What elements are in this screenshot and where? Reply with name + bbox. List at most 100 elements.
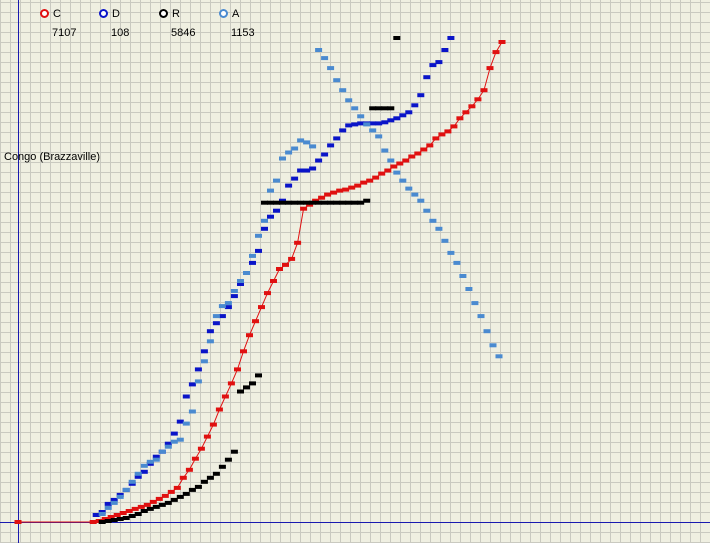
data-point: [339, 200, 347, 205]
data-point: [267, 214, 274, 219]
data-point: [134, 474, 142, 479]
data-point: [249, 381, 256, 386]
data-point: [381, 148, 389, 153]
data-point: [285, 200, 293, 205]
data-point: [243, 271, 250, 275]
data-point: [182, 421, 190, 426]
data-point: [393, 170, 401, 175]
data-point: [459, 274, 467, 278]
data-point: [116, 494, 124, 499]
data-point: [474, 97, 482, 102]
data-point: [465, 287, 473, 291]
data-point: [182, 491, 190, 496]
data-point: [224, 301, 232, 306]
legend-item-r[interactable]: R 5846: [159, 8, 195, 39]
data-point: [447, 36, 455, 40]
data-point: [92, 513, 100, 517]
data-point: [200, 359, 208, 364]
data-point: [206, 339, 214, 344]
data-point: [158, 449, 166, 454]
data-point: [399, 113, 407, 118]
data-point: [200, 349, 208, 354]
legend-label: R: [172, 8, 180, 20]
data-point: [137, 504, 145, 509]
data-point: [297, 138, 305, 143]
legend-count: 5846: [171, 27, 196, 39]
data-point: [194, 367, 202, 372]
data-point: [480, 88, 488, 93]
data-point: [279, 156, 286, 161]
data-point: [261, 200, 268, 205]
series-a: [98, 48, 503, 516]
data-point: [249, 253, 256, 258]
data-point: [249, 260, 256, 265]
data-point: [333, 136, 341, 141]
legend-label: D: [112, 8, 120, 20]
data-point: [218, 304, 226, 309]
data-point: [224, 305, 232, 310]
data-point: [447, 250, 455, 255]
data-point: [221, 394, 229, 399]
data-point: [435, 60, 443, 65]
data-point: [255, 373, 262, 378]
data-point: [267, 188, 274, 193]
data-point: [435, 226, 443, 231]
data-point: [294, 240, 302, 245]
data-point: [339, 128, 347, 133]
data-point: [330, 190, 338, 195]
data-point: [116, 517, 124, 521]
data-point: [194, 379, 202, 384]
data-point: [411, 192, 419, 197]
data-point: [167, 489, 175, 494]
data-point: [188, 409, 196, 414]
data-point: [110, 500, 118, 505]
data-point: [363, 198, 371, 203]
data-point: [188, 487, 196, 492]
data-point: [128, 514, 136, 518]
data-point: [161, 493, 169, 498]
data-point: [423, 75, 431, 80]
data-point: [321, 152, 329, 157]
data-point: [206, 329, 214, 334]
data-point: [134, 471, 142, 476]
data-point: [315, 200, 323, 205]
data-point: [309, 166, 317, 171]
data-point: [468, 104, 476, 109]
data-point: [441, 238, 449, 243]
data-point: [237, 389, 244, 394]
data-point: [429, 63, 437, 68]
legend-item-c[interactable]: C 7107: [40, 8, 76, 39]
data-point: [146, 459, 154, 464]
data-point: [318, 195, 326, 200]
series-layer: [14, 36, 506, 524]
data-point: [164, 441, 172, 446]
data-point: [230, 289, 238, 293]
data-point: [255, 233, 262, 238]
data-point: [122, 516, 130, 520]
data-point: [155, 496, 163, 501]
data-point: [402, 158, 410, 163]
data-point: [357, 200, 365, 205]
data-point: [176, 419, 184, 424]
data-point: [387, 118, 395, 123]
legend-item-a[interactable]: A 1153: [219, 8, 255, 39]
data-point: [426, 143, 434, 148]
data-point: [125, 509, 133, 513]
data-point: [420, 147, 428, 152]
data-point: [327, 200, 335, 205]
legend-item-d[interactable]: D 108: [99, 8, 129, 39]
data-point: [327, 66, 335, 71]
data-point: [218, 464, 226, 469]
data-point: [107, 515, 115, 519]
data-point: [303, 168, 311, 173]
data-point: [104, 519, 112, 523]
data-point: [285, 183, 293, 188]
data-point: [303, 140, 311, 145]
data-point: [164, 444, 172, 449]
data-point: [483, 329, 491, 334]
data-point: [273, 200, 280, 205]
data-point: [375, 121, 383, 126]
data-point: [176, 494, 184, 499]
data-point: [230, 294, 238, 299]
